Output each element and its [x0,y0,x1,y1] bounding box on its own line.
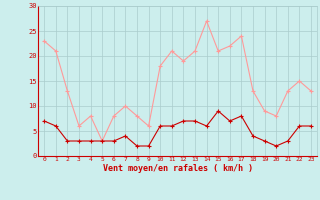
X-axis label: Vent moyen/en rafales ( km/h ): Vent moyen/en rafales ( km/h ) [103,164,252,173]
